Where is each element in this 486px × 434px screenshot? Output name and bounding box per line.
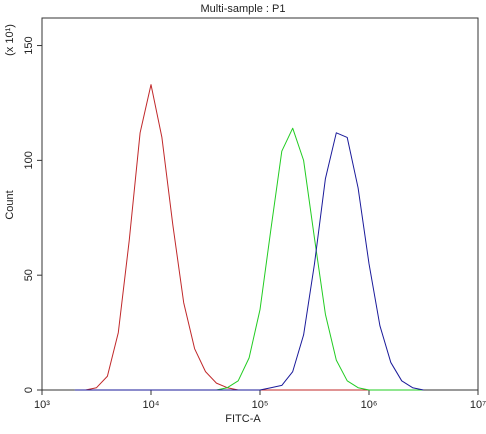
x-tick-label: 10⁶ <box>361 399 378 411</box>
y-multiplier: (x 10¹) <box>4 24 16 56</box>
y-tick-label: 0 <box>23 387 35 393</box>
y-axis-label: Count <box>4 190 16 219</box>
chart-title: Multi-sample : P1 <box>201 3 286 15</box>
y-tick-label: 150 <box>23 36 35 54</box>
y-tick-label: 100 <box>23 151 35 169</box>
y-tick-label: 50 <box>23 269 35 281</box>
x-axis-label: FITC-A <box>225 413 261 425</box>
x-tick-label: 10⁵ <box>252 399 269 411</box>
x-tick-label: 10⁷ <box>470 399 486 411</box>
x-tick-label: 10³ <box>34 399 50 411</box>
histogram-line <box>74 132 424 391</box>
x-tick-label: 10⁴ <box>143 399 160 411</box>
